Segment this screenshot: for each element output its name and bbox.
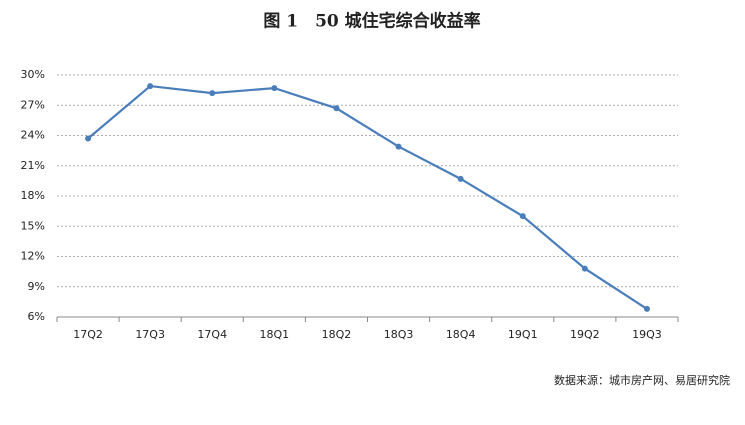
y-tick-label: 24% xyxy=(21,129,45,142)
x-tick-label: 18Q4 xyxy=(446,328,476,341)
data-point xyxy=(333,105,340,112)
x-tick-label: 17Q3 xyxy=(135,328,165,341)
data-point xyxy=(457,175,464,182)
x-tick-label: 18Q2 xyxy=(322,328,352,341)
series-line xyxy=(87,84,648,310)
y-tick-label: 12% xyxy=(21,250,45,263)
y-tick-label: 30% xyxy=(21,68,45,81)
data-point xyxy=(209,90,216,97)
source-note: 数据来源：城市房产网、易居研究院 xyxy=(554,373,730,387)
y-tick-label: 27% xyxy=(21,98,45,111)
data-point xyxy=(581,265,588,272)
x-tick-label: 19Q3 xyxy=(632,328,662,341)
y-tick-label: 9% xyxy=(28,280,45,293)
data-point xyxy=(85,135,92,142)
x-tick-label: 19Q2 xyxy=(570,328,600,341)
y-tick-label: 21% xyxy=(21,159,45,172)
y-tick-label: 15% xyxy=(21,219,45,232)
x-tick-label: 18Q1 xyxy=(260,328,290,341)
data-point xyxy=(271,85,278,92)
data-point xyxy=(395,143,402,150)
x-tick-label: 18Q3 xyxy=(384,328,414,341)
data-point xyxy=(147,83,154,90)
x-tick-label: 17Q4 xyxy=(197,328,227,341)
x-tick-label: 17Q2 xyxy=(73,328,103,341)
chart-title: 图 1 50 城住宅综合收益率 xyxy=(263,11,480,32)
x-tick-label: 19Q1 xyxy=(508,328,538,341)
data-point xyxy=(643,305,650,312)
y-tick-label: 6% xyxy=(28,310,45,323)
y-tick-label: 18% xyxy=(21,189,45,202)
data-point xyxy=(519,213,526,220)
